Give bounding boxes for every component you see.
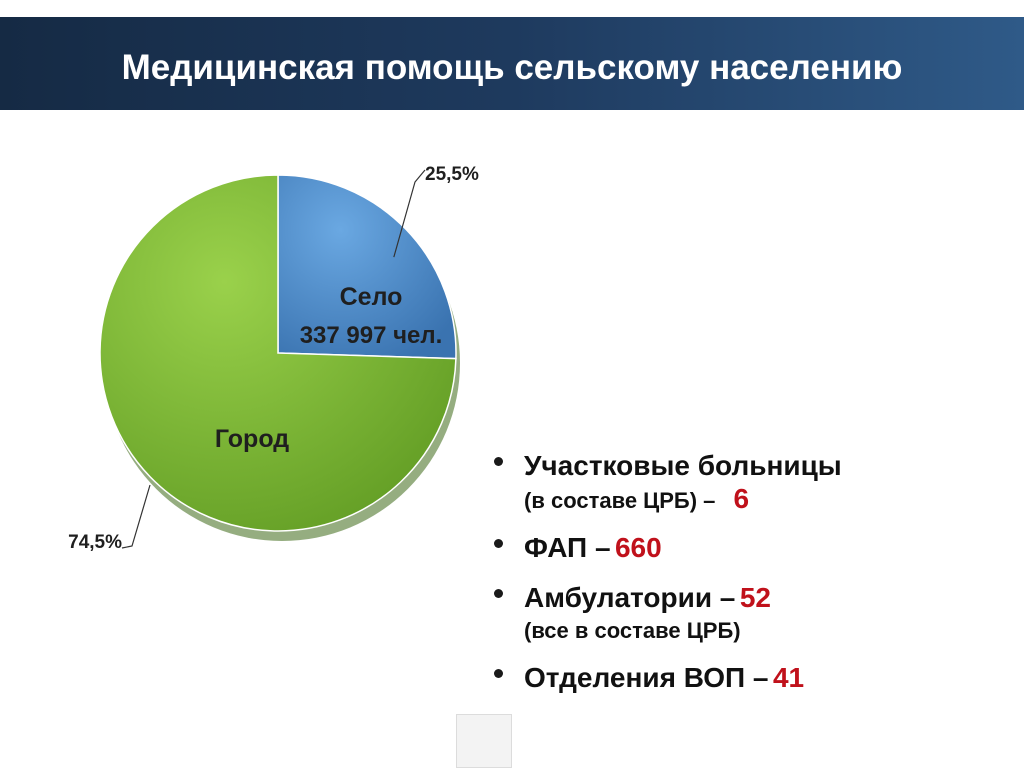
fact-sub-text: (в составе ЦРБ) – <box>524 488 716 513</box>
bullet-icon <box>494 589 503 598</box>
fact-note: (все в составе ЦРБ) <box>524 618 741 643</box>
fact-item-hospitals: Участковые больницы (в составе ЦРБ) – 6 <box>492 448 1012 516</box>
fact-item-vop: Отделения ВОП – 41 <box>492 660 1012 696</box>
slice-label-name: Село <box>340 283 403 311</box>
fact-label: ФАП – <box>524 532 611 563</box>
bullet-icon <box>494 539 503 548</box>
fact-value: 6 <box>733 483 750 514</box>
pie-chart: Село 337 997 чел. 25,5% Город 74,5% <box>0 110 520 580</box>
fact-label: Участковые больницы <box>524 450 842 481</box>
fact-item-ambulatory: Амбулатории – 52 (все в составе ЦРБ) <box>492 580 1012 646</box>
leader-line <box>393 169 426 258</box>
bullet-icon <box>494 669 503 678</box>
slide-title: Медицинская помощь сельскому населению <box>121 48 903 87</box>
pie-chart-svg: Село 337 997 чел. 25,5% Город 74,5% <box>68 164 479 553</box>
placeholder-box <box>456 714 512 768</box>
pie-slice-selo <box>277 174 457 360</box>
slice-label-detail: 337 997 чел. <box>300 322 443 349</box>
fact-value: 660 <box>614 532 662 563</box>
fact-value: 52 <box>739 582 771 613</box>
pie-slice-gorod <box>99 174 457 532</box>
fact-label: Амбулатории – <box>524 582 736 613</box>
bullet-icon <box>494 457 503 466</box>
fact-label: Отделения ВОП – <box>524 662 769 693</box>
fact-value: 41 <box>772 662 805 693</box>
percent-label: 25,5% <box>425 164 479 185</box>
percent-label: 74,5% <box>68 532 122 553</box>
title-bar: Медицинская помощь сельскому населению <box>0 17 1024 110</box>
fact-item-fap: ФАП – 660 <box>492 530 1012 566</box>
fact-sub: (в составе ЦРБ) – 6 <box>524 484 1012 516</box>
leader-line <box>121 484 151 549</box>
slice-label-name: Город <box>215 425 289 453</box>
facts-list: Участковые больницы (в составе ЦРБ) – 6 … <box>492 448 1012 710</box>
